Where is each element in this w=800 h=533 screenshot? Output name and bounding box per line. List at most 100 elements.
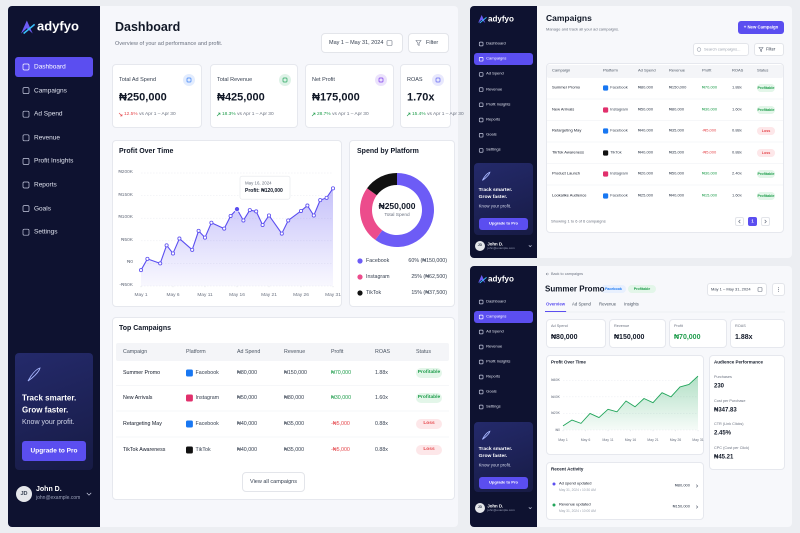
date-picker[interactable] xyxy=(321,33,403,53)
y-tick-label: ₦200K xyxy=(118,170,133,176)
data-point xyxy=(286,218,291,223)
tooltip-text: Profit: ₦120,000 xyxy=(245,188,283,195)
platform-icon xyxy=(186,394,193,402)
activity-title: Ad spend updated xyxy=(559,480,592,486)
legend-value: 25% (₦62,500) xyxy=(411,273,447,280)
platform-name: Facebook xyxy=(610,84,628,90)
badge-label: Facebook xyxy=(605,286,622,291)
kpi-icon xyxy=(279,74,291,86)
kpi-label: Profit xyxy=(674,323,683,328)
table-cell: -₦5,000 xyxy=(702,127,717,133)
data-point xyxy=(324,195,329,200)
nav-icon xyxy=(478,329,484,335)
column-header: Campaign xyxy=(552,67,571,73)
platform-name: Instagram xyxy=(195,394,220,401)
tab[interactable]: Revenue xyxy=(599,301,617,307)
x-tick-label: May 31 xyxy=(325,293,341,299)
activity-card xyxy=(546,462,704,520)
tooltip-title: May 16, 2024 xyxy=(245,180,272,186)
nav-icon xyxy=(22,158,30,165)
campaign-name: Summer Promo xyxy=(552,84,581,90)
page-title: Campaigns xyxy=(546,13,592,24)
table-cell: 2.40x xyxy=(732,170,742,176)
y-tick-label: -₦50K xyxy=(119,283,133,289)
nav-icon xyxy=(478,117,484,123)
data-point xyxy=(158,261,163,266)
page-button[interactable] xyxy=(748,217,757,226)
activity-time: May 31, 2024 • 10:30 AM xyxy=(559,487,596,492)
data-point xyxy=(164,243,169,248)
new-campaign-button[interactable] xyxy=(738,21,784,34)
activity-dot xyxy=(552,503,556,507)
audience-card xyxy=(709,355,785,470)
view-all-label: View all campaigns xyxy=(250,478,297,485)
kpi-compare: vs Apr 1 – Apr 30 xyxy=(427,112,464,118)
y-tick-label: ₦100K xyxy=(118,215,133,221)
data-point xyxy=(254,209,259,214)
data-point xyxy=(330,186,335,191)
chevron-icon xyxy=(528,507,532,510)
date-picker[interactable] xyxy=(707,283,767,296)
data-point xyxy=(241,218,246,223)
data-point xyxy=(228,213,233,218)
column-header: Profit xyxy=(331,348,344,355)
column-header: Platform xyxy=(603,67,618,73)
tab[interactable]: Ad Spend xyxy=(572,301,591,307)
logo-accent xyxy=(479,17,487,24)
platform-icon xyxy=(603,85,609,91)
data-point xyxy=(298,208,303,213)
table-header xyxy=(116,343,449,361)
user-email: john@example.com xyxy=(487,508,515,513)
donut-segment xyxy=(360,188,383,240)
upgrade-button[interactable] xyxy=(478,476,529,489)
filter-icon xyxy=(758,47,764,53)
nav-item-active[interactable] xyxy=(474,310,533,324)
kpi-compare: vs Apr 1 – Apr 30 xyxy=(237,112,274,118)
tab[interactable]: Overview xyxy=(546,301,566,307)
legend-label: Facebook xyxy=(366,257,390,264)
nav-label: Goals xyxy=(486,131,497,137)
prev-page[interactable] xyxy=(735,217,744,226)
column-header: Ad Spend xyxy=(638,67,656,73)
view-all-button[interactable] xyxy=(242,472,305,492)
nav-label: Dashboard xyxy=(486,40,506,46)
x-tick-label: May 21 xyxy=(647,437,659,442)
campaign-name: New Arrivals xyxy=(552,106,575,112)
chevron-icon xyxy=(528,245,532,248)
more-dot xyxy=(778,290,779,292)
filter-button[interactable] xyxy=(408,33,449,53)
nav-label: Revenue xyxy=(34,134,61,142)
nav-label: Reports xyxy=(486,373,501,379)
activity-amount: ₦150,000 xyxy=(672,503,690,509)
nav-item-active[interactable] xyxy=(15,57,93,77)
platform-icon xyxy=(603,107,609,113)
upgrade-label: Upgrade to Pro xyxy=(488,220,519,226)
next-page[interactable] xyxy=(761,217,770,226)
badge-label: Profitable xyxy=(633,286,651,291)
campaign-name: New Arrivals xyxy=(123,394,153,401)
upgrade-button[interactable] xyxy=(22,441,86,461)
table-cell: ₦35,000 xyxy=(669,149,685,155)
date-range: May 1 – May 31, 2024 xyxy=(329,39,384,46)
metric-label: Cost per Purchase xyxy=(714,398,746,403)
calendar-icon xyxy=(757,287,763,292)
donut-segment xyxy=(375,173,434,247)
nav-icon xyxy=(22,205,30,212)
area xyxy=(141,188,333,286)
table-cell: 1.88x xyxy=(732,84,742,90)
kpi-label: Ad Spend xyxy=(551,323,568,328)
tab[interactable]: Insights xyxy=(624,301,639,307)
status-pill xyxy=(757,192,775,200)
promo-title: Grow faster. xyxy=(478,454,508,460)
promo-text: Know your profit. xyxy=(478,462,512,468)
filter-button[interactable] xyxy=(754,43,784,56)
status-pill xyxy=(416,445,442,455)
table-cell: ₦20,000 xyxy=(638,170,654,176)
y-tick-label: ₦50K xyxy=(121,238,133,244)
kpi-icon-glyph xyxy=(435,77,441,83)
nav-icon xyxy=(22,181,30,189)
nav-item-active[interactable] xyxy=(474,53,533,66)
nav-label: Revenue xyxy=(486,343,503,349)
search-box[interactable] xyxy=(693,43,749,56)
upgrade-button[interactable] xyxy=(478,217,529,230)
